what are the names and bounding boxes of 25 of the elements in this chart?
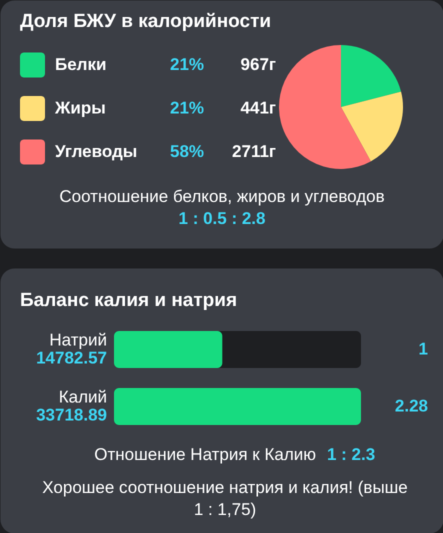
pie-slice <box>341 45 402 107</box>
text: 1 : 0.5 : 2.8 <box>178 209 266 228</box>
legend-label: Углеводы <box>55 142 138 161</box>
data-label: 58% <box>170 142 204 161</box>
y-tick-label: Натрий <box>49 330 107 350</box>
y-tick-label: Калий <box>58 388 107 406</box>
legend-label: Белки <box>55 55 106 74</box>
text: 1 <box>418 340 428 358</box>
text: 2.28 <box>394 396 428 416</box>
text: Соотношение белков, жиров и углеводов <box>59 187 385 206</box>
text: Отношение Натрия к Калию <box>94 445 316 464</box>
text: 967г <box>240 55 276 74</box>
data-label: 21% <box>170 55 204 74</box>
text: 441г <box>240 98 276 118</box>
chart-title: Баланс калия и натрия <box>20 290 238 311</box>
text: Хорошее соотношение натрия и калия! (выше 1 : 1,75) <box>42 478 408 519</box>
pie-slice <box>279 45 371 169</box>
data-label: 33718.89 <box>36 406 107 424</box>
text: 2711г <box>232 142 276 161</box>
pie-slice <box>341 92 403 162</box>
data-label: 14782.57 <box>36 348 107 368</box>
data-label: 21% <box>170 98 204 118</box>
chart-title: Доля БЖУ в калорийности <box>20 11 272 32</box>
text: 1 : 2.3 <box>327 445 376 464</box>
legend-label: Жиры <box>54 98 106 118</box>
